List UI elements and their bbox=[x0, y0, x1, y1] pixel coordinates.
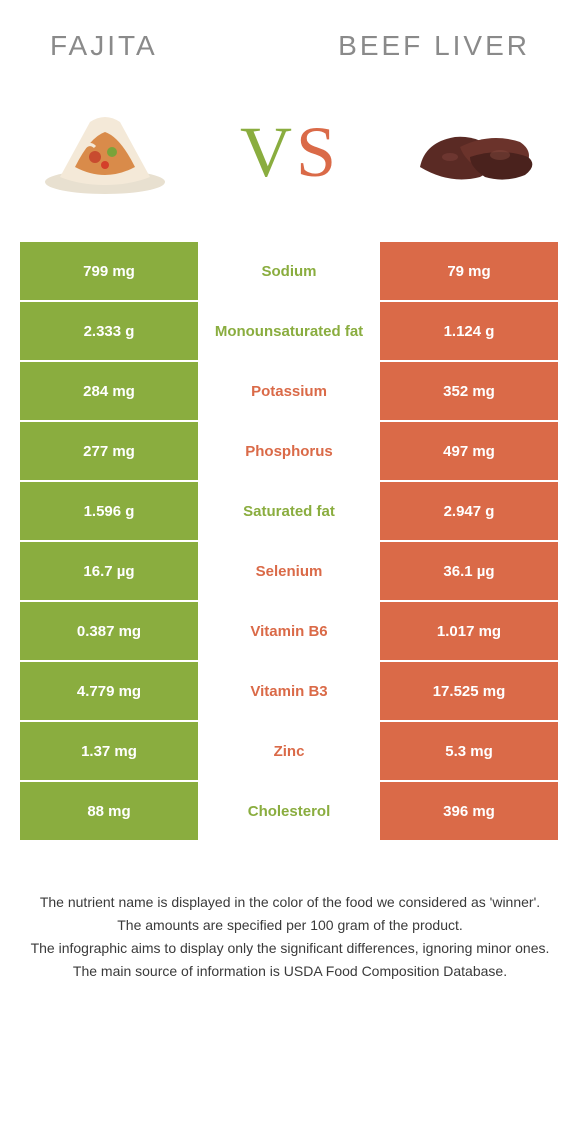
nutrient-label: Sodium bbox=[198, 242, 380, 300]
left-value: 0.387 mg bbox=[20, 602, 198, 660]
hero-row: VS bbox=[0, 72, 580, 242]
table-row: 16.7 µgSelenium36.1 µg bbox=[20, 542, 560, 600]
right-value: 2.947 g bbox=[380, 482, 558, 540]
nutrient-label: Selenium bbox=[198, 542, 380, 600]
footer-line: The main source of information is USDA F… bbox=[30, 961, 550, 982]
footer-line: The amounts are specified per 100 gram o… bbox=[30, 915, 550, 936]
right-value: 36.1 µg bbox=[380, 542, 558, 600]
header: Fajita Beef Liver bbox=[0, 0, 580, 72]
nutrient-label: Vitamin B3 bbox=[198, 662, 380, 720]
left-value: 2.333 g bbox=[20, 302, 198, 360]
table-row: 277 mgPhosphorus497 mg bbox=[20, 422, 560, 480]
right-value: 5.3 mg bbox=[380, 722, 558, 780]
nutrient-label: Vitamin B6 bbox=[198, 602, 380, 660]
vs-label: VS bbox=[240, 111, 340, 194]
table-row: 1.37 mgZinc5.3 mg bbox=[20, 722, 560, 780]
right-value: 1.124 g bbox=[380, 302, 558, 360]
right-value: 396 mg bbox=[380, 782, 558, 840]
nutrient-label: Monounsaturated fat bbox=[198, 302, 380, 360]
table-row: 88 mgCholesterol396 mg bbox=[20, 782, 560, 840]
right-value: 17.525 mg bbox=[380, 662, 558, 720]
table-row: 4.779 mgVitamin B317.525 mg bbox=[20, 662, 560, 720]
right-value: 79 mg bbox=[380, 242, 558, 300]
nutrient-table: 799 mgSodium79 mg2.333 gMonounsaturated … bbox=[0, 242, 580, 840]
left-value: 284 mg bbox=[20, 362, 198, 420]
footer-line: The nutrient name is displayed in the co… bbox=[30, 892, 550, 913]
table-row: 284 mgPotassium352 mg bbox=[20, 362, 560, 420]
table-row: 0.387 mgVitamin B61.017 mg bbox=[20, 602, 560, 660]
table-row: 1.596 gSaturated fat2.947 g bbox=[20, 482, 560, 540]
fajita-image bbox=[25, 102, 185, 202]
left-value: 277 mg bbox=[20, 422, 198, 480]
left-value: 1.596 g bbox=[20, 482, 198, 540]
right-value: 1.017 mg bbox=[380, 602, 558, 660]
left-value: 4.779 mg bbox=[20, 662, 198, 720]
left-value: 88 mg bbox=[20, 782, 198, 840]
left-value: 799 mg bbox=[20, 242, 198, 300]
vs-v: V bbox=[240, 112, 296, 192]
left-value: 16.7 µg bbox=[20, 542, 198, 600]
nutrient-label: Saturated fat bbox=[198, 482, 380, 540]
footer-line: The infographic aims to display only the… bbox=[30, 938, 550, 959]
nutrient-label: Zinc bbox=[198, 722, 380, 780]
right-value: 352 mg bbox=[380, 362, 558, 420]
left-value: 1.37 mg bbox=[20, 722, 198, 780]
table-row: 2.333 gMonounsaturated fat1.124 g bbox=[20, 302, 560, 360]
right-value: 497 mg bbox=[380, 422, 558, 480]
right-food-title: Beef Liver bbox=[338, 30, 530, 62]
vs-s: S bbox=[296, 112, 340, 192]
table-row: 799 mgSodium79 mg bbox=[20, 242, 560, 300]
nutrient-label: Phosphorus bbox=[198, 422, 380, 480]
footer-notes: The nutrient name is displayed in the co… bbox=[0, 842, 580, 982]
liver-image bbox=[395, 102, 555, 202]
nutrient-label: Potassium bbox=[198, 362, 380, 420]
nutrient-label: Cholesterol bbox=[198, 782, 380, 840]
left-food-title: Fajita bbox=[50, 30, 158, 62]
